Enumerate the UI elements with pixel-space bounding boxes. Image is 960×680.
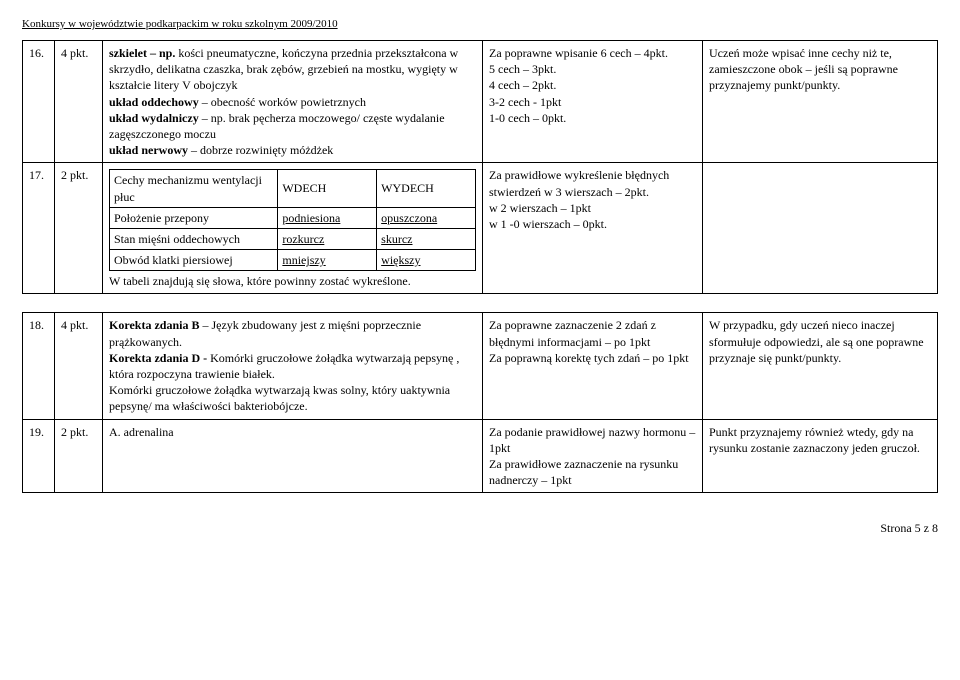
cell: mniejszy xyxy=(278,250,377,271)
inner-row: Położenie przepony podniesiona opuszczon… xyxy=(110,207,476,228)
answer-table: 16. 4 pkt. szkielet – np. kości pneumaty… xyxy=(22,40,938,294)
answer-table-2: 18. 4 pkt. Korekta zdania B – Język zbud… xyxy=(22,312,938,493)
row-answer: szkielet – np. kości pneumatyczne, kończ… xyxy=(103,41,483,163)
cell: większy xyxy=(377,250,476,271)
row-answer: Cechy mechanizmu wentylacji płuc WDECH W… xyxy=(103,163,483,294)
inner-row: Obwód klatki piersiowej mniejszy większy xyxy=(110,250,476,271)
row-number: 16. xyxy=(23,41,55,163)
text: Komórki gruczołowe żołądka wytwarzają kw… xyxy=(109,383,450,413)
inner-row: Stan mięśni oddechowych rozkurcz skurcz xyxy=(110,228,476,249)
underlined: opuszczona xyxy=(381,211,437,225)
table-row: 18. 4 pkt. Korekta zdania B – Język zbud… xyxy=(23,313,938,419)
cell: opuszczona xyxy=(377,207,476,228)
inner-row: Cechy mechanizmu wentylacji płuc WDECH W… xyxy=(110,170,476,207)
label: układ wydalniczy xyxy=(109,111,199,125)
cell: WDECH xyxy=(278,170,377,207)
row-answer: A. adrenalina xyxy=(103,419,483,493)
row-scoring: Za prawidłowe wykreślenie błędnych stwie… xyxy=(483,163,703,294)
table-row: 19. 2 pkt. A. adrenalina Za podanie praw… xyxy=(23,419,938,493)
table-row: 16. 4 pkt. szkielet – np. kości pneumaty… xyxy=(23,41,938,163)
row-scoring: Za poprawne wpisanie 6 cech – 4pkt. 5 ce… xyxy=(483,41,703,163)
inner-note: W tabeli znajdują się słowa, które powin… xyxy=(109,274,411,288)
row-note: Uczeń może wpisać inne cechy niż te, zam… xyxy=(703,41,938,163)
cell: rozkurcz xyxy=(278,228,377,249)
cell: skurcz xyxy=(377,228,476,249)
label: Korekta zdania B xyxy=(109,318,199,332)
cell: podniesiona xyxy=(278,207,377,228)
row-note xyxy=(703,163,938,294)
row-scoring: Za poprawne zaznaczenie 2 zdań z błędnym… xyxy=(483,313,703,419)
row-number: 17. xyxy=(23,163,55,294)
row-scoring: Za podanie prawidłowej nazwy hormonu – 1… xyxy=(483,419,703,493)
text: – obecność worków powietrznych xyxy=(199,95,366,109)
section-gap xyxy=(22,294,938,312)
label: układ oddechowy xyxy=(109,95,199,109)
page-header: Konkursy w województwie podkarpackim w r… xyxy=(22,18,938,30)
underlined: rozkurcz xyxy=(282,232,324,246)
row-points: 4 pkt. xyxy=(55,313,103,419)
row-points: 2 pkt. xyxy=(55,163,103,294)
row-number: 19. xyxy=(23,419,55,493)
table-row: 17. 2 pkt. Cechy mechanizmu wentylacji p… xyxy=(23,163,938,294)
cell: Cechy mechanizmu wentylacji płuc xyxy=(110,170,278,207)
row-answer: Korekta zdania B – Język zbudowany jest … xyxy=(103,313,483,419)
label: układ nerwowy xyxy=(109,143,188,157)
cell: Stan mięśni oddechowych xyxy=(110,228,278,249)
page-footer: Strona 5 z 8 xyxy=(22,521,938,536)
underlined: mniejszy xyxy=(282,253,325,267)
inner-table: Cechy mechanizmu wentylacji płuc WDECH W… xyxy=(109,169,476,271)
underlined: skurcz xyxy=(381,232,412,246)
row-points: 4 pkt. xyxy=(55,41,103,163)
row-note: W przypadku, gdy uczeń nieco inaczej sfo… xyxy=(703,313,938,419)
cell: Obwód klatki piersiowej xyxy=(110,250,278,271)
text: – dobrze rozwinięty móżdżek xyxy=(188,143,333,157)
label: Korekta zdania D - xyxy=(109,351,210,365)
cell: Położenie przepony xyxy=(110,207,278,228)
label: szkielet – np. xyxy=(109,46,175,60)
cell: WYDECH xyxy=(377,170,476,207)
row-note: Punkt przyznajemy również wtedy, gdy na … xyxy=(703,419,938,493)
row-points: 2 pkt. xyxy=(55,419,103,493)
row-number: 18. xyxy=(23,313,55,419)
underlined: podniesiona xyxy=(282,211,340,225)
underlined: większy xyxy=(381,253,420,267)
